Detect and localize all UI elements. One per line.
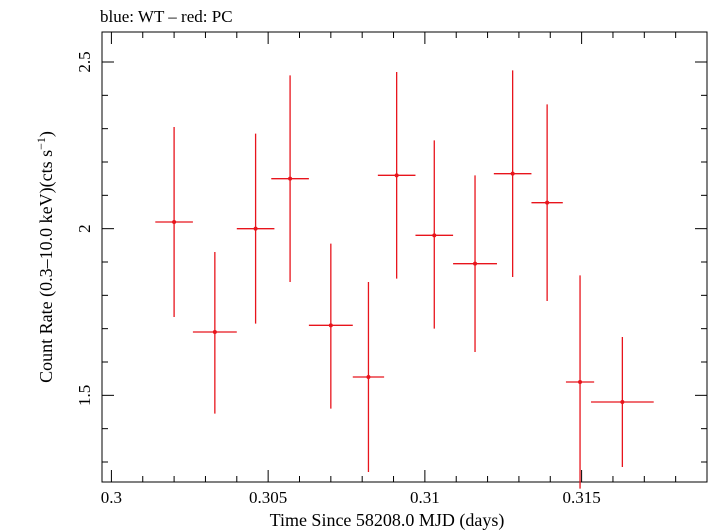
data-marker bbox=[288, 176, 293, 181]
data-point bbox=[493, 70, 532, 277]
data-point bbox=[308, 243, 353, 409]
data-point bbox=[271, 75, 309, 282]
data-marker bbox=[212, 330, 217, 334]
data-point bbox=[415, 140, 454, 329]
x-tick-label: 0.315 bbox=[562, 488, 600, 507]
data-marker bbox=[432, 233, 437, 238]
data-marker bbox=[366, 375, 371, 379]
data-points bbox=[155, 70, 654, 489]
data-point bbox=[155, 127, 193, 317]
y-axis-label-sup: −1 bbox=[34, 137, 48, 150]
y-axis-label: Count Rate (0.3–10.0 keV)(cts s−1) bbox=[34, 131, 57, 383]
y-tick-label: 2 bbox=[75, 224, 94, 233]
y-tick-label: 2.5 bbox=[75, 51, 94, 72]
data-marker bbox=[578, 380, 583, 384]
x-tick-labels: 0.3 0.305 0.31 0.315 bbox=[101, 488, 601, 507]
y-tick-labels: 1.5 2 2.5 bbox=[75, 51, 94, 406]
data-marker bbox=[328, 323, 333, 328]
data-point bbox=[531, 104, 563, 301]
data-point bbox=[453, 175, 497, 352]
data-marker bbox=[473, 261, 478, 266]
data-marker bbox=[394, 173, 399, 178]
data-point bbox=[192, 252, 237, 414]
x-axis-label: Time Since 58208.0 MJD (days) bbox=[270, 510, 505, 531]
axis-ticks bbox=[102, 32, 708, 482]
y-tick-label: 1.5 bbox=[75, 385, 94, 406]
x-tick-label: 0.3 bbox=[101, 488, 122, 507]
data-point bbox=[352, 282, 385, 472]
data-marker bbox=[510, 171, 515, 176]
y-axis-label-close: ) bbox=[36, 131, 57, 137]
data-marker bbox=[620, 400, 625, 404]
data-point bbox=[377, 72, 416, 279]
data-point bbox=[236, 133, 275, 324]
data-marker bbox=[545, 200, 550, 205]
data-point bbox=[591, 337, 654, 467]
plot-frame bbox=[101, 31, 708, 483]
data-marker bbox=[253, 226, 258, 231]
data-marker bbox=[172, 220, 177, 224]
x-tick-label: 0.305 bbox=[249, 488, 287, 507]
x-tick-label: 0.31 bbox=[410, 488, 440, 507]
chart-title: blue: WT – red: PC bbox=[100, 7, 233, 26]
y-axis-label-main: Count Rate (0.3–10.0 keV)(cts s bbox=[36, 150, 57, 383]
data-point bbox=[565, 275, 595, 489]
